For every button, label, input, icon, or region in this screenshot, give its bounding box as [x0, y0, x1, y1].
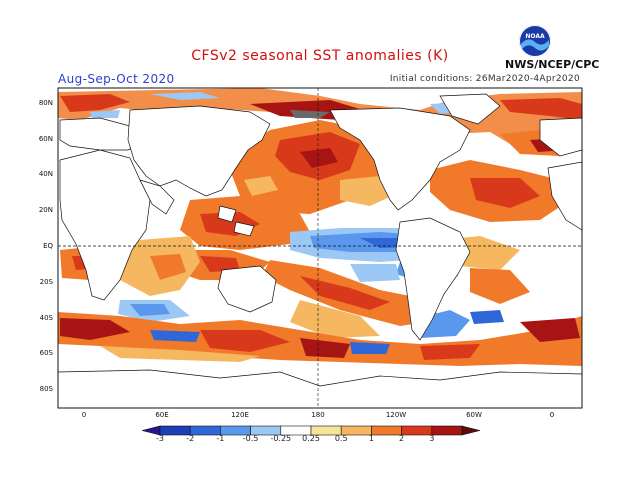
lat-label-20s: 20S [40, 278, 54, 286]
anomaly-field [58, 88, 582, 408]
lon-label-60w: 60W [466, 411, 482, 419]
colorbar-segment [371, 425, 402, 436]
colorbar [141, 425, 481, 436]
colorbar-right-arrow [461, 425, 481, 436]
logo-text: NOAA [525, 33, 545, 40]
colorbar-tick-label: -3 [156, 434, 164, 443]
lat-label-40s: 40S [40, 314, 54, 322]
colorbar-tick-label: 0.5 [334, 434, 348, 443]
noaa-logo-icon: NOAA [518, 24, 552, 62]
lat-label-60n: 60N [39, 135, 53, 143]
colorbar-tick-label: -1 [216, 434, 225, 443]
continents [58, 93, 582, 408]
season-label: Aug-Sep-Oct 2020 [58, 72, 175, 86]
lon-label-120w: 120W [386, 411, 406, 419]
longitude-labels: 0 60E 120E 180 120W 60W 0 [82, 411, 554, 419]
lat-label-80s: 80S [40, 385, 54, 393]
lon-label-180: 180 [311, 411, 324, 419]
lat-label-40n: 40N [39, 170, 53, 178]
colorbar-tick-label: -0.5 [242, 434, 259, 443]
lat-label-20n: 20N [39, 206, 53, 214]
map-title: CFSv2 seasonal SST anomalies (K) [191, 48, 449, 64]
colorbar-segment [431, 425, 463, 436]
lat-label-60s: 60S [40, 349, 54, 357]
colorbar-tick-label: 1 [368, 434, 374, 443]
agency-label: NWS/NCEP/CPC [505, 58, 600, 71]
lon-label-120e: 120E [231, 411, 249, 419]
colorbar-tick-label: 0.25 [302, 434, 320, 443]
lon-label-0: 0 [82, 411, 86, 419]
latitude-labels: 80N 60N 40N 20N EQ 20S 40S 60S 80S [39, 99, 54, 393]
colorbar-tick-label: -2 [186, 434, 195, 443]
colorbar-tick-label: 2 [399, 434, 405, 443]
colorbar-segment [401, 425, 433, 436]
lat-label-80n: 80N [39, 99, 53, 107]
colorbar-tick-label: 3 [429, 434, 435, 443]
colorbar-tick-label: -0.25 [270, 434, 292, 443]
lon-label-0-right: 0 [550, 411, 554, 419]
initial-conditions-label: Initial conditions: 26Mar2020-4Apr2020 [389, 74, 580, 84]
lat-label-eq: EQ [43, 242, 53, 250]
lon-label-60e: 60E [155, 411, 168, 419]
map-frame [57, 87, 583, 409]
